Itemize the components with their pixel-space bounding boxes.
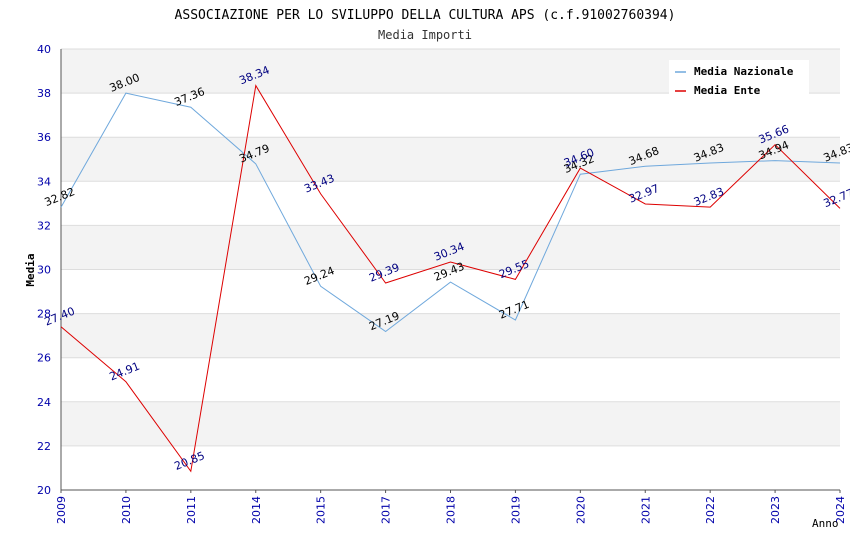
y-tick-label: 28 <box>37 308 51 321</box>
plot-background <box>61 49 840 490</box>
legend-label-media-nazionale: Media Nazionale <box>694 65 794 78</box>
x-tick-label: 2024 <box>834 496 847 524</box>
band-20 <box>61 445 840 490</box>
series-line-media-nazionale <box>60 92 841 333</box>
x-tick-label: 2023 <box>769 496 782 524</box>
y-tick-label: 32 <box>37 219 51 232</box>
y-tick-label: 24 <box>37 396 51 409</box>
y-axis-label: Media <box>24 253 37 286</box>
x-tick-label: 2009 <box>55 496 68 524</box>
x-tick-label: 2014 <box>250 496 263 524</box>
x-tick-label: 2017 <box>380 496 393 524</box>
band-32 <box>61 181 840 226</box>
band-26 <box>61 313 840 358</box>
legend-box <box>669 60 809 98</box>
x-axis-label: Anno <box>812 517 839 530</box>
band-28 <box>61 269 840 314</box>
y-axis-ticks: 20 22 24 26 28 30 32 34 36 38 40 <box>37 43 51 497</box>
band-36 <box>61 93 840 138</box>
band-22 <box>61 401 840 446</box>
series-lines <box>60 84 841 473</box>
y-tick-label: 36 <box>37 131 51 144</box>
chart-title: ASSOCIAZIONE PER LO SVILUPPO DELLA CULTU… <box>175 8 676 23</box>
y-tick-label: 38 <box>37 87 51 100</box>
y-tick-label: 30 <box>37 264 51 277</box>
y-tick-label: 22 <box>37 440 51 453</box>
x-tick-label: 2015 <box>315 496 328 524</box>
chart-subtitle: Media Importi <box>378 28 472 42</box>
legend: Media Nazionale Media Ente <box>669 60 809 98</box>
x-tick-label: 2022 <box>704 496 717 524</box>
legend-label-media-ente: Media Ente <box>694 84 761 97</box>
x-tick-label: 2011 <box>185 496 198 524</box>
x-tick-label: 2020 <box>574 496 587 524</box>
y-tick-label: 20 <box>37 484 51 497</box>
x-tick-label: 2019 <box>509 496 522 524</box>
band-34 <box>61 137 840 182</box>
y-tick-label: 40 <box>37 43 51 56</box>
x-axis-ticks: 2009 2010 2011 2014 2015 2017 2018 2019 2020 2021… <box>55 490 847 524</box>
series-line-media-ente <box>60 84 841 473</box>
y-tick-label: 34 <box>37 175 51 188</box>
x-tick-label: 2010 <box>120 496 133 524</box>
x-tick-label: 2021 <box>639 496 652 524</box>
x-tick-label: 2018 <box>445 496 458 524</box>
band-24 <box>61 357 840 402</box>
y-tick-label: 26 <box>37 352 51 365</box>
